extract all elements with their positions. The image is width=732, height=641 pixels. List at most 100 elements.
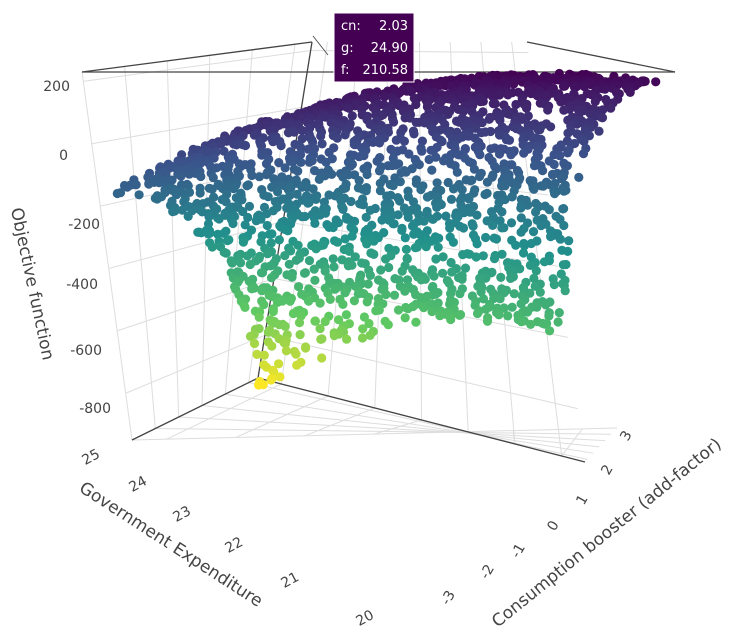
data-point[interactable] — [579, 136, 589, 146]
data-point[interactable] — [340, 130, 350, 140]
data-point[interactable] — [288, 157, 298, 167]
data-point[interactable] — [400, 233, 410, 243]
data-point[interactable] — [238, 237, 248, 247]
data-point[interactable] — [558, 81, 569, 91]
data-point[interactable] — [395, 196, 405, 206]
data-point[interactable] — [549, 280, 559, 290]
data-point[interactable] — [362, 239, 372, 249]
data-point[interactable] — [455, 289, 465, 299]
data-point[interactable] — [464, 194, 474, 204]
data-point[interactable] — [427, 165, 437, 175]
data-point[interactable] — [292, 360, 302, 370]
data-point[interactable] — [441, 211, 451, 221]
data-point[interactable] — [328, 254, 338, 264]
data-point[interactable] — [446, 194, 457, 204]
data-point[interactable] — [310, 316, 320, 326]
data-point[interactable] — [283, 226, 293, 236]
data-point[interactable] — [417, 136, 427, 146]
data-point[interactable] — [563, 148, 573, 158]
data-points[interactable] — [112, 68, 661, 390]
data-point[interactable] — [409, 129, 419, 139]
data-point[interactable] — [291, 255, 301, 265]
data-point[interactable] — [590, 96, 600, 107]
data-point[interactable] — [600, 84, 610, 94]
data-point[interactable] — [381, 254, 391, 264]
data-point[interactable] — [458, 223, 469, 233]
data-point[interactable] — [320, 316, 330, 327]
data-point[interactable] — [354, 176, 364, 186]
data-point[interactable] — [221, 248, 231, 258]
data-point[interactable] — [389, 117, 399, 127]
data-point[interactable] — [447, 267, 457, 277]
data-point[interactable] — [227, 258, 237, 268]
data-point[interactable] — [397, 266, 407, 276]
data-point[interactable] — [334, 315, 344, 325]
data-point[interactable] — [478, 251, 488, 261]
data-point[interactable] — [184, 187, 195, 197]
data-point[interactable] — [531, 207, 541, 217]
data-point[interactable] — [543, 105, 553, 115]
data-point[interactable] — [176, 171, 186, 181]
data-point[interactable] — [550, 189, 560, 199]
data-point[interactable] — [377, 215, 387, 225]
data-point[interactable] — [276, 141, 286, 151]
data-point[interactable] — [284, 128, 294, 138]
data-point[interactable] — [446, 314, 456, 325]
data-point[interactable] — [560, 286, 570, 296]
data-point[interactable] — [417, 146, 427, 156]
data-point[interactable] — [266, 375, 276, 385]
data-point[interactable] — [374, 138, 385, 148]
data-point[interactable] — [300, 211, 310, 222]
data-point[interactable] — [347, 231, 357, 241]
data-point[interactable] — [410, 243, 420, 253]
data-point[interactable] — [130, 179, 140, 189]
data-point[interactable] — [252, 349, 262, 359]
data-point[interactable] — [207, 242, 217, 252]
data-point[interactable] — [347, 111, 357, 121]
data-point[interactable] — [548, 170, 558, 180]
data-point[interactable] — [381, 289, 391, 300]
data-point[interactable] — [597, 113, 608, 123]
data-point[interactable] — [342, 334, 352, 344]
data-point[interactable] — [168, 207, 178, 217]
data-point[interactable] — [529, 273, 539, 283]
data-point[interactable] — [311, 244, 321, 254]
data-point[interactable] — [249, 338, 260, 349]
data-point[interactable] — [559, 186, 569, 196]
data-point[interactable] — [203, 229, 213, 239]
data-point[interactable] — [374, 166, 385, 176]
data-point[interactable] — [486, 144, 496, 154]
data-point[interactable] — [574, 172, 584, 182]
data-point[interactable] — [490, 99, 500, 109]
data-point[interactable] — [196, 171, 206, 182]
data-point[interactable] — [506, 150, 516, 160]
data-point[interactable] — [559, 220, 569, 231]
data-point[interactable] — [310, 218, 320, 228]
data-point[interactable] — [346, 196, 356, 207]
data-point[interactable] — [282, 203, 292, 213]
data-point[interactable] — [526, 319, 536, 329]
data-point[interactable] — [243, 212, 253, 223]
data-point[interactable] — [280, 339, 290, 349]
data-point[interactable] — [466, 176, 476, 186]
data-point[interactable] — [261, 170, 272, 180]
data-point[interactable] — [488, 91, 498, 102]
data-point[interactable] — [446, 289, 456, 299]
data-point[interactable] — [396, 168, 406, 178]
data-point[interactable] — [154, 178, 164, 188]
data-point[interactable] — [403, 212, 413, 222]
data-point[interactable] — [476, 128, 487, 138]
data-point[interactable] — [525, 288, 535, 298]
data-point[interactable] — [535, 125, 545, 135]
data-point[interactable] — [542, 92, 552, 102]
data-point[interactable] — [494, 90, 505, 100]
data-point[interactable] — [507, 302, 517, 312]
data-point[interactable] — [316, 131, 326, 141]
data-point[interactable] — [494, 149, 505, 159]
data-point[interactable] — [403, 304, 413, 314]
data-point[interactable] — [340, 288, 350, 298]
data-point[interactable] — [563, 128, 573, 138]
data-point[interactable] — [369, 249, 379, 259]
data-point[interactable] — [317, 353, 327, 363]
data-point[interactable] — [340, 234, 350, 244]
